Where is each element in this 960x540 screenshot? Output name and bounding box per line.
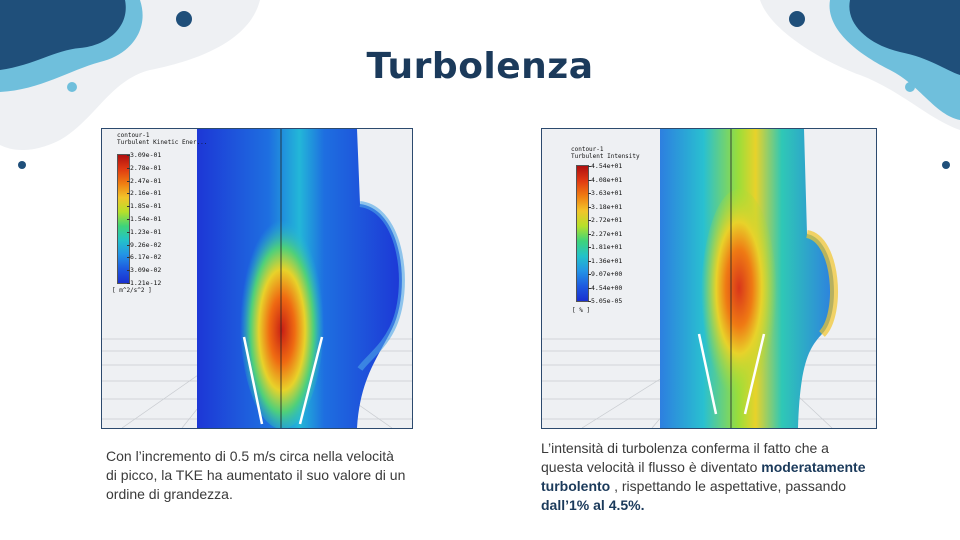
right-caption-bold-1: moderatamente turbolento [541,459,866,494]
colorbar-tick: 9.07e+00 [587,270,623,278]
legend-quantity: Turbulent Kinetic Ener... [117,139,208,146]
turbulent-intensity-contour-plot [542,129,876,428]
leaflet-right [743,333,766,415]
colorbar-tick: 2.72e+01 [587,216,623,224]
leaflet-right [298,336,324,425]
bulge-edge [357,201,405,371]
right-caption-text-2: , rispettando le aspettative, passando [610,478,847,494]
colorbar-tick: 1.36e+01 [587,256,623,265]
decor-dot [942,161,950,169]
colorbar-tick: 2.78e-01 [126,163,162,172]
colorbar-tick: 1.54e-01 [126,215,162,223]
slide-title: Turbolenza [366,46,594,87]
colorbar-tick: 1.81e+01 [587,243,623,251]
colorbar-tick: 5.05e-05 [587,297,623,305]
right-caption: L’intensità di turbolenza conferma il fa… [541,439,871,515]
decor-dot [789,11,805,27]
ti-legend: contour-1 Turbulent Intensity 4.54e+01 4… [556,143,656,318]
decor-blob-dark-right [849,0,960,75]
colorbar-tick: 2.16e-01 [126,189,162,198]
hot-plume [240,209,324,428]
decor-dot [905,82,915,92]
legend-unit: [ m^2/s^2 ] [112,287,152,294]
colorbar-tick: 4.54e+00 [587,283,623,292]
hot-plume [701,189,777,409]
colorbar-tick: 6.17e-02 [126,253,162,262]
colorbar-tick: 3.63e+01 [587,189,623,197]
right-caption-bold-2: dall’1% al 4.5%. [541,497,645,513]
tke-contour-plot [102,129,412,428]
legend-unit: [ % ] [572,307,591,314]
colorbar-tick: 1.21e-12 [126,279,162,287]
colorbar-tick: 3.09e-01 [126,151,162,159]
decor-dot [67,82,77,92]
left-caption: Con l’incremento di 0.5 m/s circa nella … [106,447,406,504]
tke-contour-image: contour-1 Turbulent Kinetic Ener... 3.09… [101,128,413,429]
tke-legend: contour-1 Turbulent Kinetic Ener... 3.09… [102,129,207,299]
bulge-edge [805,230,838,337]
colorbar-tick: 4.54e+01 [587,162,623,170]
colorbar-tick: 2.27e+01 [587,229,623,238]
turbulent-intensity-contour-image: contour-1 Turbulent Intensity 4.54e+01 4… [541,128,877,429]
colorbar-tick: 1.23e-01 [126,227,162,236]
decor-dot [176,11,192,27]
legend-title: contour-1 [117,132,150,139]
left-caption-text: Con l’incremento di 0.5 m/s circa nella … [106,448,406,502]
leaflet-left [697,333,718,415]
decor-blob-dark-left [0,0,126,70]
colorbar-tick: 3.18e+01 [587,202,623,211]
legend-quantity: Turbulent Intensity [571,153,640,160]
colorbar-tick: 3.09e-02 [126,266,162,275]
colorbar-tick: 4.08e+01 [587,175,623,184]
leaflet-left [242,336,264,425]
decor-dot [18,161,26,169]
colorbar-tick: 2.47e-01 [126,176,162,185]
colorbar-tick: 9.26e-02 [126,240,162,249]
colorbar-tick: 1.85e-01 [126,202,162,211]
legend-title: contour-1 [571,146,604,153]
right-caption-text-1: L’intensità di turbolenza conferma il fa… [541,440,829,475]
